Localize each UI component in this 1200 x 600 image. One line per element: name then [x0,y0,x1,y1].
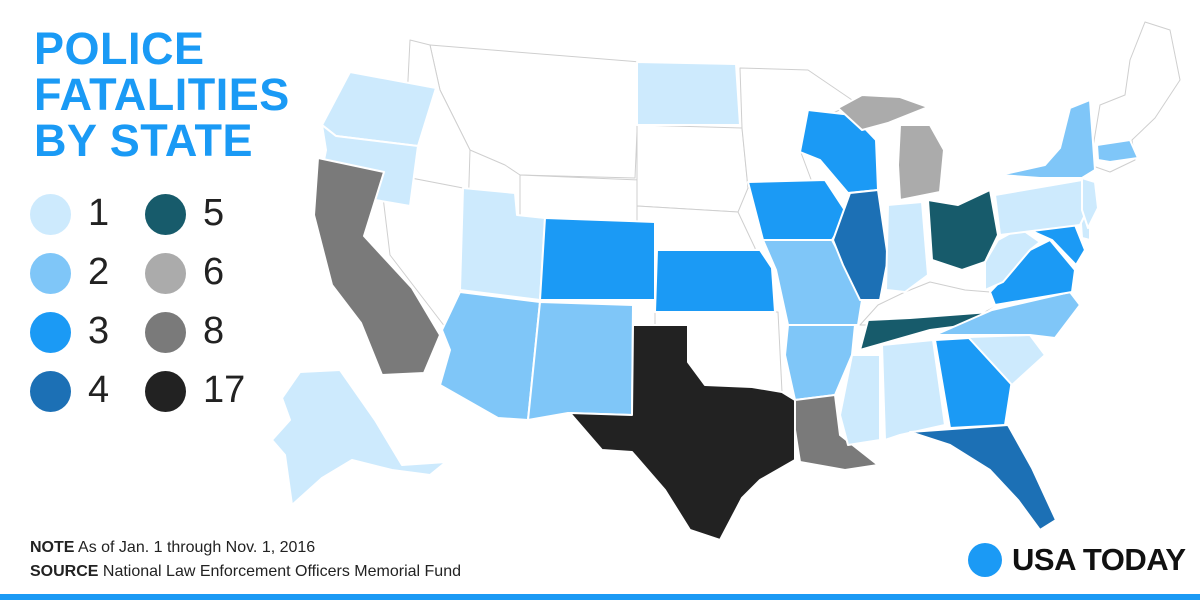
state-ne-cluster [1089,21,1181,173]
chart-title: POLICE FATALITIES BY STATE [34,26,290,164]
source-label: SOURCE [30,563,99,580]
title-line-1: POLICE [34,23,205,74]
state-fl [909,424,1057,531]
state-nd [636,61,741,126]
legend-item: 17 [145,365,265,415]
brand-dot-icon [968,543,1002,577]
legend-swatch [145,371,186,412]
state-mi-up [837,94,929,131]
state-il [832,189,889,301]
state-az [439,291,541,421]
legend-label: 6 [203,251,225,293]
state-mi [897,124,945,201]
state-ny [999,99,1096,179]
state-ca [313,157,441,376]
legend-swatch [145,312,186,353]
legend-item: 4 [30,365,150,415]
legend-label: 4 [88,369,110,411]
legend-label: 3 [88,310,110,352]
title-line-2: FATALITIES [34,69,290,120]
legend-item: 5 [145,188,265,238]
state-co [539,217,656,301]
legend-label: 2 [88,251,110,293]
legend-swatch [30,194,71,235]
legend-swatch [30,312,71,353]
legend-item: 6 [145,247,265,297]
state-la [794,394,879,471]
title-line-3: BY STATE [34,115,254,166]
state-ia [747,179,849,241]
state-ga [934,337,1013,429]
active-states [271,61,1139,541]
state-nc [934,291,1081,339]
state-nm [527,301,634,421]
legend-item: 8 [145,306,265,356]
legend-swatch [145,194,186,235]
legend-swatch [30,253,71,294]
state-tx [569,324,796,541]
legend-swatch [30,371,71,412]
legend-label: 1 [88,192,110,234]
source-line: SOURCE National Law Enforcement Officers… [30,560,461,584]
state-ak [271,369,447,506]
source-text: National Law Enforcement Officers Memori… [102,563,461,580]
legend-label: 8 [203,310,225,352]
brand-name: USA TODAY [1012,542,1186,577]
legend-item: 2 [30,247,150,297]
state-nj [1081,177,1099,229]
bottom-accent-bar [0,594,1200,600]
note-text: As of Jan. 1 through Nov. 1, 2016 [78,539,316,556]
legend-label: 5 [203,192,225,234]
state-oh [927,189,999,271]
state-sd [636,124,749,213]
legend-item: 1 [30,188,150,238]
state-wv [984,227,1041,291]
state-ms [839,354,881,446]
legend-item: 3 [30,306,150,356]
state-in [885,201,929,293]
legend: 1 2 3 4 5 6 8 17 [30,188,270,428]
note-line: NOTE As of Jan. 1 through Nov. 1, 2016 [30,536,461,560]
state-ks [654,249,776,313]
state-ma [1096,139,1139,163]
note-label: NOTE [30,539,75,556]
state-al [881,339,946,441]
legend-label: 17 [203,369,246,411]
legend-swatch [145,253,186,294]
footnotes: NOTE As of Jan. 1 through Nov. 1, 2016 S… [30,536,461,584]
